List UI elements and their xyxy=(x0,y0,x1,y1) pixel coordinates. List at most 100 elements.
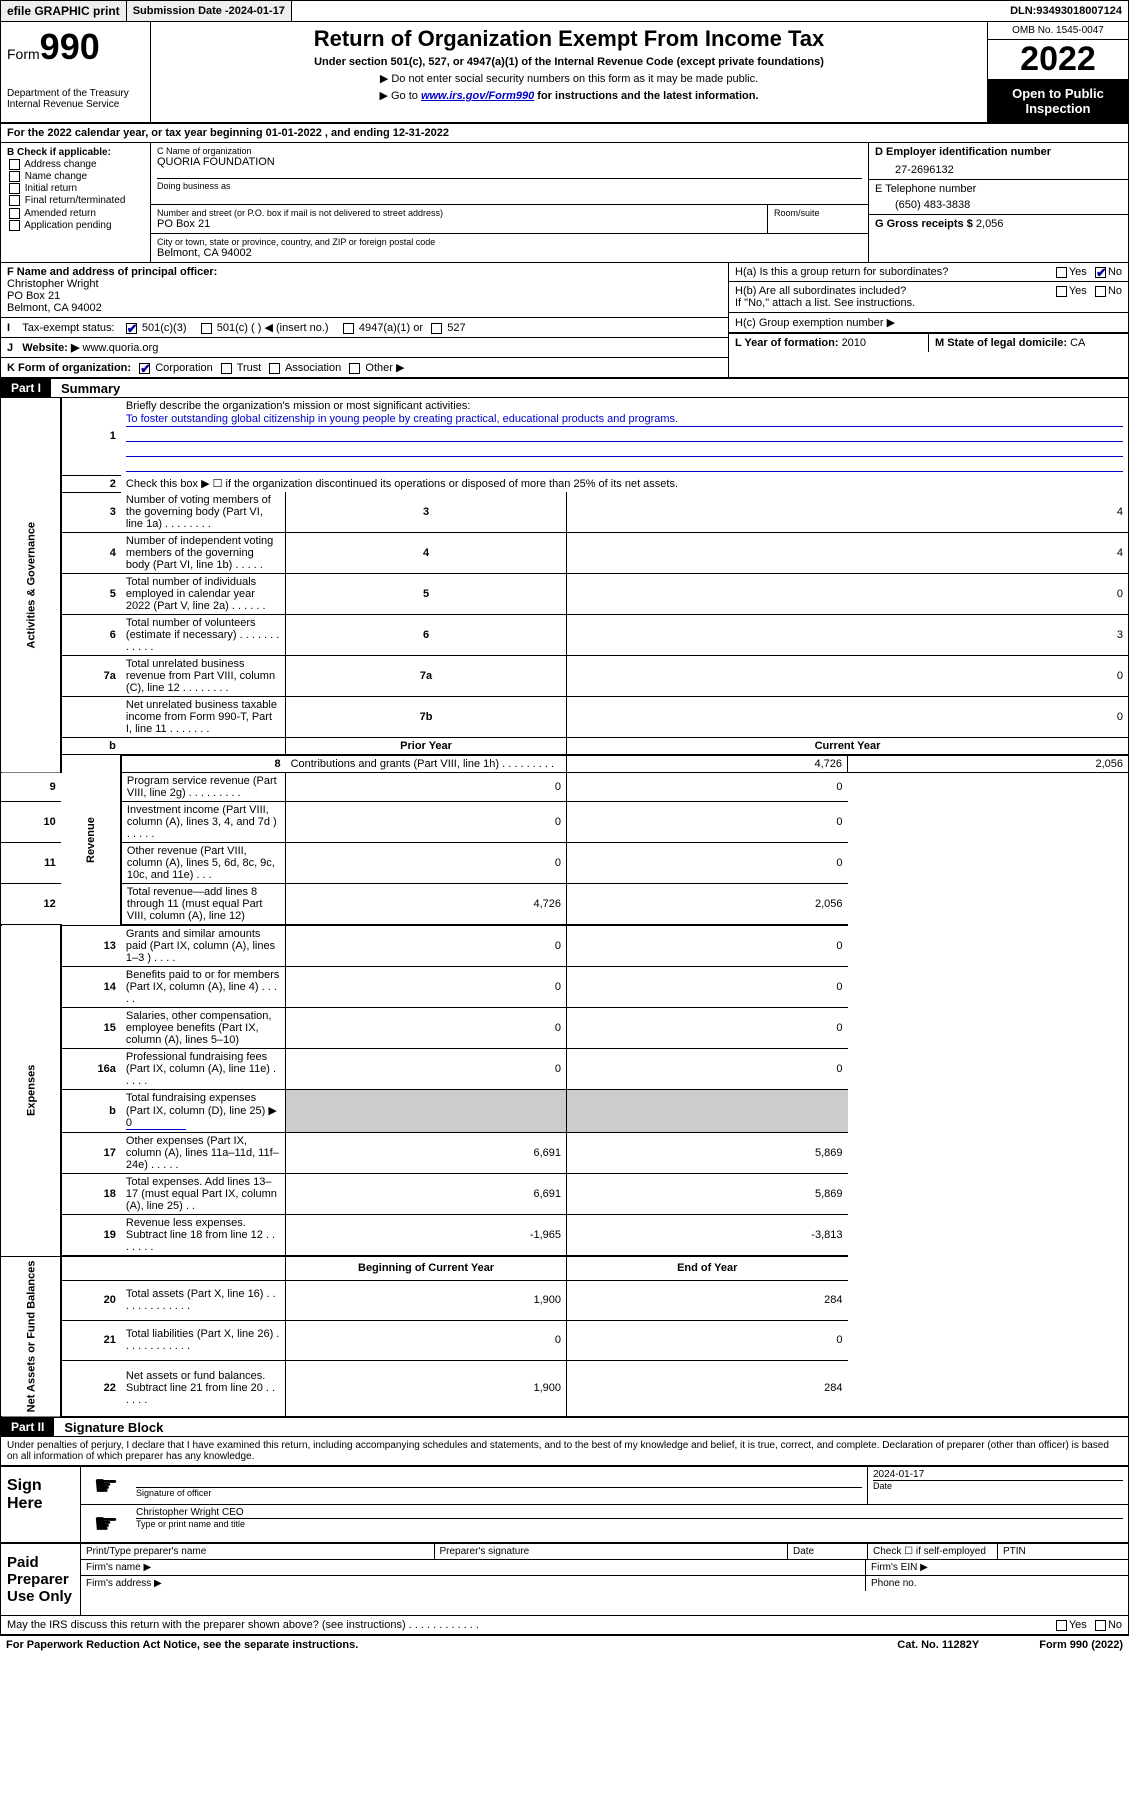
l1-label: Briefly describe the organization's miss… xyxy=(126,400,1123,412)
form-subtitle: Under section 501(c), 527, or 4947(a)(1)… xyxy=(157,56,981,68)
f-principal-officer: F Name and address of principal officer:… xyxy=(1,263,728,318)
m-state-domicile: M State of legal domicile: CA xyxy=(929,334,1128,352)
pra-notice: For Paperwork Reduction Act Notice, see … xyxy=(6,1639,358,1651)
check-self-employed: Check ☐ if self-employed xyxy=(868,1544,998,1559)
org-address: PO Box 21 xyxy=(157,218,761,230)
cb-ha-no[interactable] xyxy=(1095,267,1106,278)
part-ii-header: Part II xyxy=(1,1418,54,1436)
sig-date-value: 2024-01-17 xyxy=(873,1469,1123,1480)
c-room-label: Room/suite xyxy=(774,208,862,218)
name-title-label: Type or print name and title xyxy=(136,1518,1123,1529)
cb-501c[interactable] xyxy=(201,323,212,334)
row-5: Total number of individuals employed in … xyxy=(121,574,286,615)
officer-name-title: Christopher Wright CEO xyxy=(136,1507,1123,1518)
submission-date-value: 2024-01-17 xyxy=(229,5,285,17)
sig-date-label: Date xyxy=(873,1480,1123,1491)
cb-527[interactable] xyxy=(431,323,442,334)
officer-addr2: Belmont, CA 94002 xyxy=(7,302,102,314)
org-name: QUORIA FOUNDATION xyxy=(157,156,862,168)
l2-text: Check this box ▶ ☐ if the organization d… xyxy=(121,475,1129,492)
department: Department of the Treasury Internal Reve… xyxy=(7,88,144,110)
row-14: Benefits paid to or for members (Part IX… xyxy=(121,967,286,1008)
row-20: Total assets (Part X, line 16) . . . . .… xyxy=(121,1280,286,1320)
officer-addr1: PO Box 21 xyxy=(7,290,60,302)
row-8: Contributions and grants (Part VIII, lin… xyxy=(286,755,567,773)
vside-exp: Expenses xyxy=(1,925,61,1256)
row-18: Total expenses. Add lines 13–17 (must eq… xyxy=(121,1174,286,1215)
col-b-checkboxes: B Check if applicable: Address change Na… xyxy=(1,143,151,263)
row-19: Revenue less expenses. Subtract line 18 … xyxy=(121,1215,286,1257)
summary-table: Activities & Governance 1 Briefly descri… xyxy=(0,398,1129,1418)
c-dba-label: Doing business as xyxy=(157,178,862,191)
g-gross-label: G Gross receipts $ xyxy=(875,218,976,230)
cb-corporation[interactable] xyxy=(139,363,150,374)
cb-hb-no[interactable] xyxy=(1095,286,1106,297)
hdr-end: End of Year xyxy=(567,1256,848,1280)
omb-number: OMB No. 1545-0047 xyxy=(988,22,1128,40)
vside-rev: Revenue xyxy=(61,755,121,925)
form-num: 990 xyxy=(40,26,100,67)
form-number: Form990 xyxy=(7,26,144,68)
form-header: Form990 Department of the Treasury Inter… xyxy=(0,22,1129,124)
row-3: Number of voting members of the governin… xyxy=(121,492,286,533)
row-9: Program service revenue (Part VIII, line… xyxy=(121,773,286,802)
cb-4947[interactable] xyxy=(343,323,354,334)
cb-application-pending[interactable]: Application pending xyxy=(7,220,144,231)
dln-value: 93493018007124 xyxy=(1036,5,1122,17)
cb-final-return[interactable]: Final return/terminated xyxy=(7,195,144,206)
h-a: H(a) Is this a group return for subordin… xyxy=(729,263,1128,282)
hdr-curr: Current Year xyxy=(567,738,1129,756)
block-bcde: B Check if applicable: Address change Na… xyxy=(0,143,1129,263)
part-ii-title: Signature Block xyxy=(54,1420,163,1435)
cb-name-change[interactable]: Name change xyxy=(7,171,144,182)
form-label: Form xyxy=(7,46,40,62)
line-a-tax-year: For the 2022 calendar year, or tax year … xyxy=(0,124,1129,143)
block-fhijklm: F Name and address of principal officer:… xyxy=(0,263,1129,379)
phone-value: (650) 483-3838 xyxy=(875,195,1122,211)
cb-address-change[interactable]: Address change xyxy=(7,159,144,170)
hb-note: If "No," attach a list. See instructions… xyxy=(735,297,1122,309)
row-10: Investment income (Part VIII, column (A)… xyxy=(121,802,286,843)
dln: DLN: 93493018007124 xyxy=(1004,1,1128,21)
submission-date: Submission Date - 2024-01-17 xyxy=(127,1,292,21)
row-15: Salaries, other compensation, employee b… xyxy=(121,1008,286,1049)
row-16b: Total fundraising expenses (Part IX, col… xyxy=(121,1090,286,1133)
efile-print-button[interactable]: efile GRAPHIC print xyxy=(1,1,127,21)
cb-hb-yes[interactable] xyxy=(1056,286,1067,297)
goto-pre: ▶ Go to xyxy=(379,90,420,102)
part-i-header: Part I xyxy=(1,379,51,397)
cat-no: Cat. No. 11282Y xyxy=(897,1639,979,1651)
cb-initial-return[interactable]: Initial return xyxy=(7,183,144,194)
hdr-beg: Beginning of Current Year xyxy=(286,1256,567,1280)
h-c: H(c) Group exemption number ▶ xyxy=(729,313,1128,333)
cb-501c3[interactable] xyxy=(126,323,137,334)
b-title: B Check if applicable: xyxy=(7,147,144,158)
irs-link[interactable]: www.irs.gov/Form990 xyxy=(421,90,534,102)
dln-label: DLN: xyxy=(1010,5,1036,17)
col-de: D Employer identification number 27-2696… xyxy=(868,143,1128,263)
i-tax-exempt: I Tax-exempt status: 501(c)(3) 501(c) ( … xyxy=(1,318,728,338)
c-addr-label: Number and street (or P.O. box if mail i… xyxy=(157,208,761,218)
vside-gov: Activities & Governance xyxy=(1,398,61,773)
vside-net: Net Assets or Fund Balances xyxy=(1,1256,61,1417)
cb-amended-return[interactable]: Amended return xyxy=(7,208,144,219)
f-label: F Name and address of principal officer: xyxy=(7,266,217,278)
row-22: Net assets or fund balances. Subtract li… xyxy=(121,1360,286,1417)
prep-date-label: Date xyxy=(788,1544,868,1559)
ein-value: 27-2696132 xyxy=(875,158,1122,176)
cb-trust[interactable] xyxy=(221,363,232,374)
page-footer: For Paperwork Reduction Act Notice, see … xyxy=(0,1635,1129,1654)
row-11: Other revenue (Part VIII, column (A), li… xyxy=(121,843,286,884)
phone-label: Phone no. xyxy=(866,1576,1128,1591)
officer-name: Christopher Wright xyxy=(7,278,99,290)
d-ein-label: D Employer identification number xyxy=(875,146,1122,158)
cb-other[interactable] xyxy=(349,363,360,374)
cb-ha-yes[interactable] xyxy=(1056,267,1067,278)
cb-discuss-yes[interactable] xyxy=(1056,1620,1067,1631)
sig-officer-label: Signature of officer xyxy=(136,1487,862,1498)
may-irs-discuss: May the IRS discuss this return with the… xyxy=(1,1616,1128,1634)
cb-discuss-no[interactable] xyxy=(1095,1620,1106,1631)
k-form-org: K Form of organization: Corporation Trus… xyxy=(1,358,728,377)
j-website: J Website: ▶ www.quoria.org xyxy=(1,338,728,358)
cb-association[interactable] xyxy=(269,363,280,374)
